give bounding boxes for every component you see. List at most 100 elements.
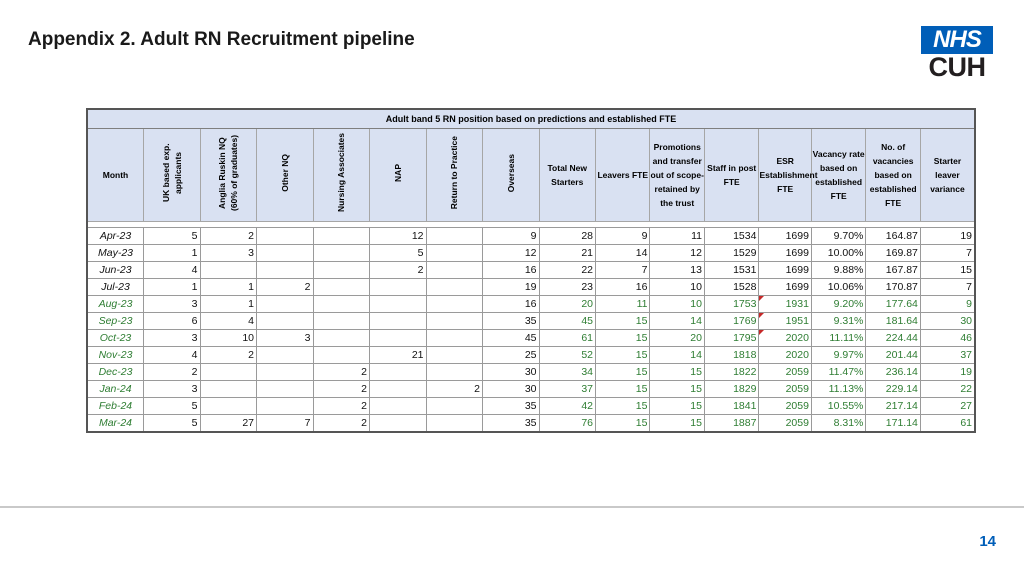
month-cell: Feb-24 [86,397,144,415]
table-cell: 20 [649,329,705,347]
column-header: Month [86,128,144,222]
table-cell: 1795 [703,329,760,347]
table-cell: 9.31% [810,312,867,330]
month-cell: Apr-23 [86,227,144,245]
table-cell: 181.64 [865,312,921,330]
table-cell [425,312,483,330]
table-row: Jun-23 4 2 16 22 7 13 1531 1699 9.88% 167.87 15 [86,261,976,279]
table-cell: 2020 [758,346,812,364]
table-cell: 34 [538,363,596,381]
table-cell: 1534 [703,227,760,245]
column-header: ESR Establishment FTE [758,128,818,222]
recruitment-pipeline-table-wrap: Adult band 5 RN position based on predic… [86,108,976,433]
table-cell: 229.14 [865,380,921,398]
table-cell: 2059 [758,414,812,433]
table-cell: 35 [482,397,540,415]
table-cell: 11 [594,295,651,313]
table-cell [312,312,370,330]
table-cell: 10.00% [810,244,867,262]
table-cell [199,380,257,398]
table-cell: 15 [594,329,651,347]
table-cell: 15 [594,380,651,398]
nhs-logo-mark: NHS [921,26,993,54]
table-cell [425,227,483,245]
month-cell: Jun-23 [86,261,144,279]
table-cell: 1531 [703,261,760,279]
table-cell: 2059 [758,363,812,381]
table-cell: 19 [919,227,976,245]
table-row: Jul-23 1 1 2 19 23 16 10 1528 1699 10.06% 170.87 7 [86,278,976,296]
column-header-label: Overseas [505,153,516,193]
table-cell: 2 [312,380,370,398]
table-cell: 5 [143,227,201,245]
table-cell: 30 [482,363,540,381]
table-cell [256,363,314,381]
table-cell: 19 [919,363,976,381]
table-cell [199,397,257,415]
table-cell: 10 [199,329,257,347]
table-row: Dec-23 2 2 30 34 15 15 1822 2059 11.47% 236.14 19 [86,363,976,381]
org-name: CUH [928,52,987,82]
table-cell: 2059 [758,380,812,398]
column-header-label: Nursing Associates [336,133,347,213]
table-cell [425,261,483,279]
column-header: Promotions and transfer out of scope- re… [649,128,705,222]
table-cell: 2 [312,414,370,433]
table-row: May-23 1 3 5 12 21 14 12 1529 1699 10.00% 169.87 7 [86,244,976,262]
table-cell: 3 [256,329,314,347]
column-header: Leavers FTE [594,128,651,222]
table-cell: 20 [538,295,596,313]
table-cell: 9 [919,295,976,313]
table-cell: 6 [143,312,201,330]
table-cell [425,397,483,415]
table-cell [256,312,314,330]
header-spacer [87,221,975,228]
table-cell [369,329,427,347]
table-cell: 11.13% [810,380,867,398]
month-cell: Sep-23 [86,312,144,330]
table-cell [256,380,314,398]
header-row: Month UK based exp. applicants Anglia Rusk… [86,128,976,222]
column-header-label: NAP [392,164,403,182]
table-cell [256,397,314,415]
table-cell: 15 [649,397,705,415]
table-cell [369,295,427,313]
recruitment-pipeline-table: Adult band 5 RN position based on predic… [86,108,976,433]
table-cell: 1753 [703,295,760,313]
table-cell: 4 [143,261,201,279]
table-cell: 4 [199,312,257,330]
table-cell: 28 [538,227,596,245]
table-cell [369,414,427,433]
table-cell: 21 [538,244,596,262]
table-cell [425,295,483,313]
month-cell: Oct-23 [86,329,144,347]
column-header: Anglia Ruskin NQ (60% of graduates) [199,128,257,222]
table-cell: 9.20% [810,295,867,313]
table-cell [425,278,483,296]
table-cell: 224.44 [865,329,921,347]
table-cell: 2 [199,227,257,245]
table-cell [256,244,314,262]
table-cell: 9 [482,227,540,245]
column-header: NAP [369,128,427,222]
table-row: Oct-23 3 10 3 45 61 15 20 1795 2020 11.11% 224.44 46 [86,329,976,347]
table-cell [369,380,427,398]
table-cell: 1931 [758,295,812,313]
column-header-label: Other NQ [279,154,290,192]
table-cell: 10.55% [810,397,867,415]
table-cell: 15 [649,363,705,381]
table-cell: 7 [256,414,314,433]
table-cell [199,363,257,381]
table-cell: 171.14 [865,414,921,433]
table-cell: 37 [919,346,976,364]
month-cell: Jul-23 [86,278,144,296]
table-cell [369,363,427,381]
table-cell: 11.11% [810,329,867,347]
table-cell [256,346,314,364]
table-cell: 217.14 [865,397,921,415]
table-cell: 27 [919,397,976,415]
table-row: Apr-23 5 2 12 9 28 9 11 1534 1699 9.70% 164.87 19 [86,227,976,245]
table-body: Apr-23 5 2 12 9 28 9 11 1534 1699 9.70% 164.87 19 May… [86,227,976,433]
table-cell [425,363,483,381]
month-cell: Nov-23 [86,346,144,364]
